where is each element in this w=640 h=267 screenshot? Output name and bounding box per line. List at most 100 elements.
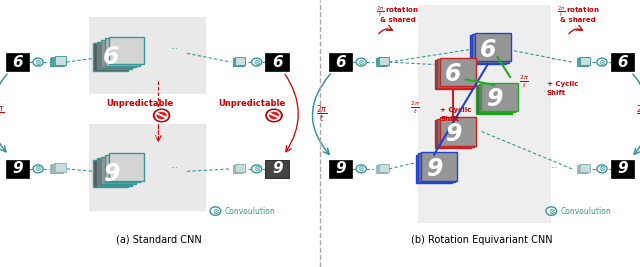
- FancyBboxPatch shape: [97, 158, 132, 186]
- FancyBboxPatch shape: [437, 59, 474, 88]
- Text: ⊗: ⊗: [253, 164, 260, 173]
- Text: ⊗: ⊗: [212, 207, 219, 215]
- FancyBboxPatch shape: [109, 153, 143, 180]
- Text: $\frac{2\pi}{t}$ rotation: $\frac{2\pi}{t}$ rotation: [557, 4, 600, 19]
- FancyBboxPatch shape: [232, 165, 243, 173]
- Text: 9: 9: [617, 161, 628, 176]
- Text: 6: 6: [445, 62, 461, 87]
- Text: 9: 9: [445, 122, 461, 146]
- FancyBboxPatch shape: [579, 164, 589, 172]
- Text: ···: ···: [170, 45, 178, 54]
- Text: Convoulution: Convoulution: [561, 207, 612, 215]
- Text: (b) Rotation Equivariant CNN: (b) Rotation Equivariant CNN: [411, 235, 552, 245]
- Text: + Cyclic: + Cyclic: [547, 81, 578, 87]
- Text: ⊗: ⊗: [598, 58, 605, 66]
- FancyBboxPatch shape: [234, 164, 244, 172]
- FancyBboxPatch shape: [52, 164, 63, 172]
- Circle shape: [252, 165, 262, 173]
- FancyBboxPatch shape: [51, 164, 62, 173]
- FancyBboxPatch shape: [54, 163, 65, 172]
- FancyBboxPatch shape: [93, 44, 128, 71]
- FancyBboxPatch shape: [51, 164, 63, 173]
- FancyBboxPatch shape: [440, 117, 476, 146]
- FancyBboxPatch shape: [416, 155, 452, 183]
- FancyBboxPatch shape: [481, 83, 518, 111]
- Circle shape: [356, 165, 366, 173]
- FancyBboxPatch shape: [376, 165, 386, 173]
- Text: + Cyclic: + Cyclic: [440, 108, 472, 113]
- FancyBboxPatch shape: [329, 53, 353, 71]
- FancyBboxPatch shape: [475, 33, 511, 61]
- FancyBboxPatch shape: [233, 58, 243, 66]
- FancyBboxPatch shape: [53, 57, 64, 65]
- FancyBboxPatch shape: [579, 57, 589, 65]
- Text: ⊗: ⊗: [253, 58, 260, 66]
- FancyBboxPatch shape: [479, 84, 515, 112]
- FancyBboxPatch shape: [235, 164, 244, 172]
- FancyBboxPatch shape: [53, 164, 64, 172]
- Text: ⊗: ⊗: [358, 58, 365, 66]
- Text: 6: 6: [12, 54, 23, 70]
- FancyBboxPatch shape: [578, 58, 588, 66]
- Text: Shift: Shift: [547, 90, 566, 96]
- FancyBboxPatch shape: [577, 58, 588, 66]
- Circle shape: [597, 58, 607, 66]
- Circle shape: [210, 207, 221, 215]
- FancyBboxPatch shape: [236, 57, 246, 65]
- FancyBboxPatch shape: [101, 40, 136, 67]
- Text: Convoulution: Convoulution: [225, 207, 276, 215]
- FancyBboxPatch shape: [580, 57, 590, 65]
- FancyBboxPatch shape: [266, 53, 289, 71]
- FancyBboxPatch shape: [51, 57, 62, 66]
- FancyBboxPatch shape: [437, 119, 474, 147]
- Text: ⊗: ⊗: [35, 164, 42, 173]
- Text: $\frac{2\pi}{t}$: $\frac{2\pi}{t}$: [410, 100, 420, 116]
- FancyBboxPatch shape: [93, 160, 128, 187]
- FancyBboxPatch shape: [97, 42, 132, 69]
- Text: ···: ···: [170, 164, 178, 173]
- FancyBboxPatch shape: [578, 164, 588, 172]
- FancyBboxPatch shape: [378, 57, 388, 65]
- Circle shape: [154, 109, 170, 122]
- FancyBboxPatch shape: [52, 57, 63, 66]
- Text: ⊗: ⊗: [598, 164, 605, 173]
- Text: 6: 6: [102, 45, 119, 69]
- Text: 6: 6: [272, 54, 282, 70]
- FancyBboxPatch shape: [377, 164, 387, 172]
- FancyBboxPatch shape: [435, 120, 471, 148]
- Circle shape: [546, 207, 557, 215]
- FancyBboxPatch shape: [378, 164, 388, 172]
- FancyBboxPatch shape: [419, 153, 455, 182]
- Text: & shared: & shared: [561, 17, 596, 23]
- Circle shape: [356, 58, 366, 66]
- Text: ···: ···: [550, 56, 559, 65]
- Text: Unpredictable: Unpredictable: [218, 99, 285, 108]
- Circle shape: [33, 165, 43, 173]
- FancyBboxPatch shape: [472, 34, 509, 63]
- FancyBboxPatch shape: [470, 36, 506, 64]
- FancyBboxPatch shape: [577, 165, 588, 173]
- FancyBboxPatch shape: [51, 57, 63, 66]
- FancyBboxPatch shape: [109, 37, 143, 64]
- Text: 6: 6: [335, 54, 346, 70]
- FancyBboxPatch shape: [435, 60, 471, 89]
- FancyBboxPatch shape: [6, 160, 29, 178]
- Text: $\frac{2\pi}{t}$: $\frac{2\pi}{t}$: [636, 104, 640, 125]
- FancyBboxPatch shape: [611, 160, 634, 178]
- Circle shape: [252, 58, 262, 66]
- Text: ···: ···: [550, 164, 559, 173]
- Text: Shift: Shift: [440, 116, 460, 122]
- FancyBboxPatch shape: [233, 165, 243, 173]
- Text: 6: 6: [617, 54, 628, 70]
- FancyBboxPatch shape: [6, 53, 29, 71]
- FancyBboxPatch shape: [232, 58, 243, 66]
- Text: $\frac{2\pi}{t}$: $\frac{2\pi}{t}$: [316, 104, 328, 125]
- FancyBboxPatch shape: [236, 164, 246, 172]
- FancyBboxPatch shape: [440, 58, 476, 86]
- Text: 9: 9: [335, 161, 346, 176]
- Text: ⊗: ⊗: [548, 207, 555, 215]
- Circle shape: [33, 58, 43, 66]
- Text: Unpredictable: Unpredictable: [106, 99, 173, 108]
- Text: $\frac{2\pi}{t}$: $\frac{2\pi}{t}$: [520, 74, 529, 90]
- FancyBboxPatch shape: [105, 38, 140, 66]
